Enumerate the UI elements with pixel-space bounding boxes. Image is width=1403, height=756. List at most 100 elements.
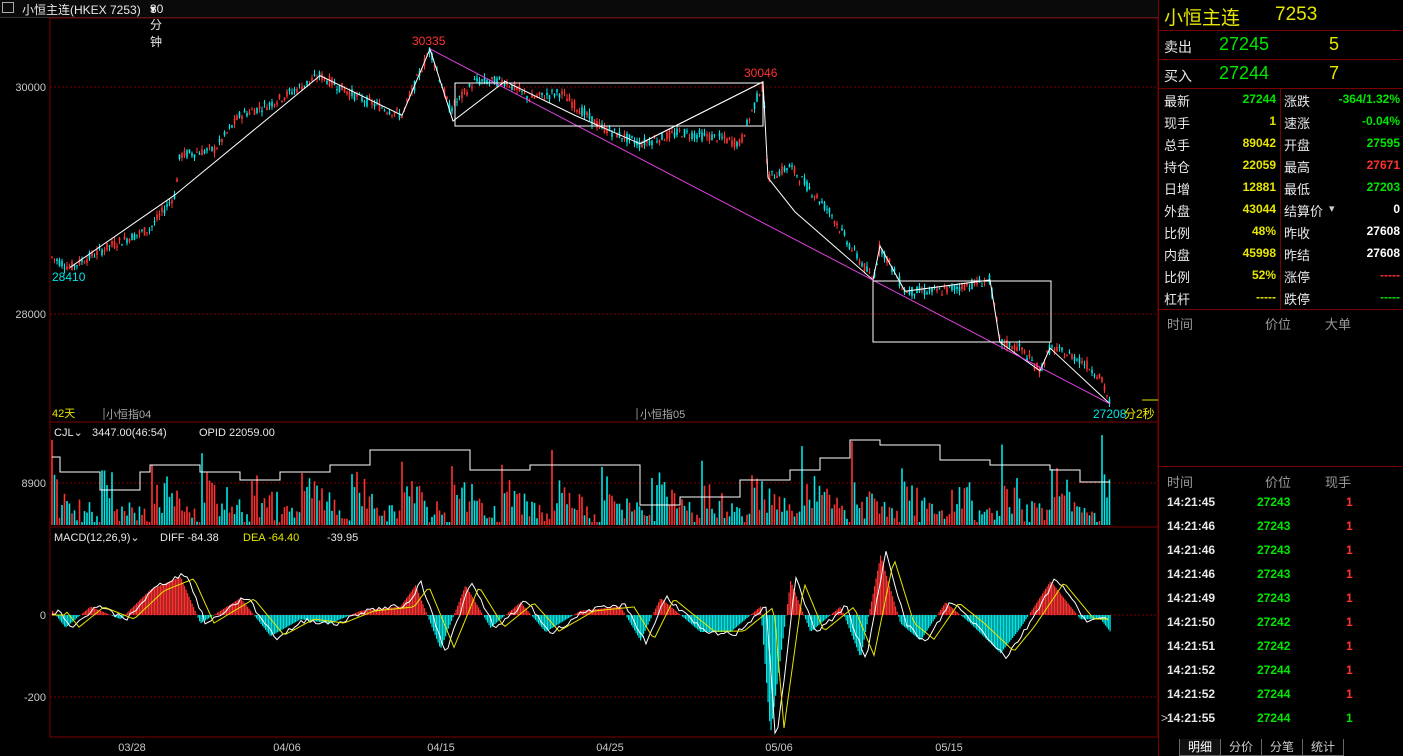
candle-body — [756, 93, 758, 102]
ticks-header-time: 时间 — [1167, 475, 1194, 490]
tick-row[interactable]: 14:21:45 27243 1 — [1159, 494, 1403, 516]
candle-body — [646, 141, 648, 143]
macd-bar — [1024, 615, 1026, 622]
macd-bar — [511, 609, 513, 615]
tick-row[interactable]: 14:21:46 27243 1 — [1159, 542, 1403, 564]
candle-body — [516, 87, 518, 90]
macd-bar — [616, 606, 618, 615]
macd-bar — [595, 609, 597, 615]
candle-body — [888, 258, 891, 263]
candle-body — [376, 101, 378, 103]
tick-row[interactable]: 14:21:46 27243 1 — [1159, 518, 1403, 540]
macd-bar — [179, 576, 181, 615]
volume-bar — [313, 481, 316, 525]
macd-bar — [275, 615, 277, 634]
volume-bar — [1106, 497, 1108, 525]
volume-bar — [456, 494, 458, 525]
volume-bar — [653, 521, 656, 525]
macd-bar — [779, 615, 781, 662]
candle-body — [276, 102, 278, 105]
macd-bar — [670, 606, 672, 615]
candle-body — [1023, 350, 1026, 354]
quote-title: 小恒主连 — [1164, 8, 1241, 29]
tick-row[interactable]: 14:21:50 27242 1 — [1159, 614, 1403, 636]
macd-bar — [602, 608, 604, 615]
chart-area[interactable]: 30000 28000 8900 0 -200 03/28 04/06 04/1… — [0, 0, 1158, 756]
candle-body — [728, 137, 731, 139]
volume-indicator-name[interactable]: CJL⌄ — [54, 427, 83, 439]
candle-body — [161, 207, 163, 213]
tick-row[interactable]: 14:21:49 27243 1 — [1159, 590, 1403, 612]
macd-bar — [346, 615, 348, 617]
candle-body — [448, 103, 451, 113]
volume-bar — [323, 510, 326, 525]
volume-bar — [403, 492, 406, 525]
tick-row[interactable]: 14:21:52 27244 1 — [1159, 662, 1403, 684]
macd-bar — [899, 615, 901, 622]
tab-detail[interactable]: 明细 — [1179, 739, 1222, 756]
volume-bar — [998, 515, 1001, 525]
macd-bar — [242, 601, 244, 615]
macd-bar — [697, 615, 699, 630]
tick-row[interactable]: >14:21:55 27244 1 — [1159, 710, 1403, 732]
tab-price-distribution[interactable]: 分价 — [1220, 739, 1263, 756]
candle-body — [588, 112, 591, 119]
volume-bar — [243, 522, 246, 525]
macd-bar — [1075, 612, 1077, 615]
volume-bar — [598, 522, 601, 525]
macd-bar — [761, 615, 763, 626]
tick-row[interactable]: 14:21:51 27242 1 — [1159, 638, 1403, 660]
volume-bar — [1016, 478, 1018, 525]
volume-bar — [781, 511, 783, 525]
volume-bar — [1041, 508, 1043, 525]
volume-bar — [838, 508, 841, 525]
macd-bar — [965, 615, 967, 620]
candle-body — [1053, 348, 1056, 353]
volume-bar — [401, 461, 403, 525]
chevron-down-icon[interactable]: ▾ — [1329, 203, 1335, 215]
macd-bar — [1084, 615, 1086, 620]
candle-body — [1011, 346, 1013, 350]
tab-statistics[interactable]: 统计 — [1302, 739, 1345, 756]
macd-bar — [958, 613, 960, 615]
candle-body — [641, 144, 643, 147]
macd-bar — [1085, 615, 1087, 620]
macd-bar — [154, 587, 156, 615]
candle-body — [1028, 353, 1031, 358]
field-label[interactable]: 结算价 — [1284, 204, 1324, 219]
candle-body — [106, 242, 108, 250]
macd-bar — [172, 580, 174, 615]
macd-bar — [73, 615, 75, 621]
macd-bar — [344, 615, 346, 618]
macd-bar — [389, 607, 391, 615]
candle-body — [253, 110, 256, 115]
macd-bar — [865, 615, 867, 632]
volume-bar — [861, 501, 863, 525]
macd-bar — [454, 613, 456, 615]
volume-bar — [981, 514, 983, 525]
candle-body — [126, 238, 128, 244]
candle-body — [236, 115, 238, 120]
candle-body — [298, 84, 301, 86]
volume-bar — [683, 505, 686, 525]
tick-row[interactable]: 14:21:52 27244 1 — [1159, 686, 1403, 708]
macd-bar — [778, 615, 780, 673]
tab-ticks[interactable]: 分笔 — [1261, 739, 1304, 756]
candle-body — [368, 97, 371, 99]
macd-bar — [301, 615, 303, 620]
macd-indicator-name[interactable]: MACD(12,26,9)⌄ — [54, 532, 140, 544]
macd-bar — [827, 615, 829, 618]
candle-body — [343, 88, 346, 93]
macd-bar — [1036, 602, 1038, 615]
candle-body — [283, 97, 286, 100]
candle-body — [693, 133, 696, 138]
volume-bar — [73, 510, 76, 525]
volume-bar — [378, 515, 381, 525]
volume-bar — [518, 492, 521, 525]
volume-bar — [926, 508, 928, 525]
macd-bar — [212, 615, 214, 616]
macd-bar — [386, 607, 388, 615]
volume-bar — [471, 483, 473, 525]
tick-row[interactable]: 14:21:46 27243 1 — [1159, 566, 1403, 588]
macd-bar — [359, 610, 361, 615]
